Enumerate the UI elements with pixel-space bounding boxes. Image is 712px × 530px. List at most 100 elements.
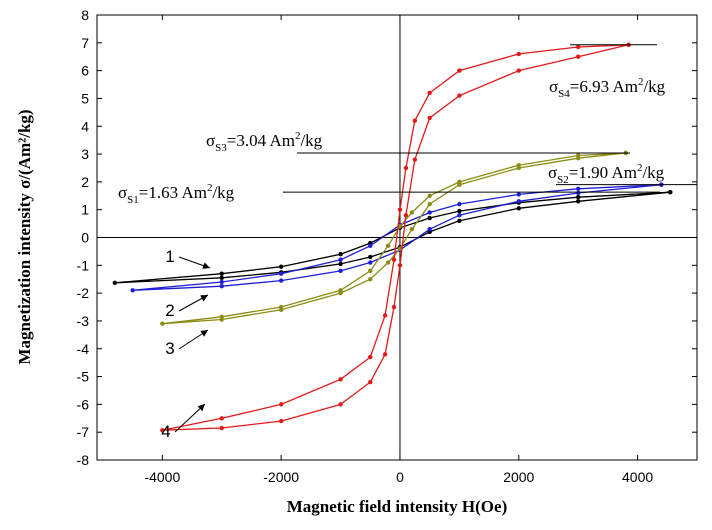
data-point	[112, 280, 118, 286]
annotation-part: S3	[215, 142, 227, 154]
data-point	[397, 246, 403, 251]
data-point	[427, 193, 432, 198]
data-point	[575, 54, 581, 59]
data-point	[427, 201, 432, 207]
annotation-part: 2	[207, 182, 213, 194]
annotation-part: 2	[295, 130, 301, 142]
data-point	[219, 317, 224, 322]
data-point	[457, 182, 462, 187]
data-point	[397, 224, 403, 229]
data-point	[457, 93, 462, 98]
data-point	[397, 207, 403, 212]
data-point	[457, 213, 462, 218]
data-point	[338, 251, 343, 257]
data-point	[368, 277, 373, 282]
data-point	[575, 186, 581, 192]
series-arrow	[178, 329, 209, 350]
data-point	[391, 257, 397, 262]
y-axis-label: Magnetization intensity σ/(Am²/kg)	[15, 109, 34, 364]
annotation-part: /kg	[643, 77, 665, 96]
data-point	[575, 156, 581, 161]
data-point	[382, 313, 388, 318]
series-arrow	[178, 294, 209, 312]
data-point	[412, 118, 418, 123]
data-point	[338, 257, 343, 262]
annotation-part: σ	[549, 77, 558, 96]
y-tick-label: -3	[77, 313, 90, 329]
data-point	[219, 275, 224, 281]
data-point	[278, 402, 284, 407]
y-tick-label: 3	[81, 146, 89, 162]
data-point	[427, 115, 432, 121]
x-tick-label: 2000	[503, 469, 534, 485]
series-label: 3	[165, 339, 174, 358]
y-tick-label: 8	[81, 7, 89, 23]
data-point	[427, 215, 432, 221]
annotation-part: 2	[638, 76, 644, 88]
data-point	[338, 290, 343, 296]
annotation-part: =1.90 Am	[569, 163, 637, 182]
data-point	[516, 206, 521, 211]
data-point	[338, 402, 343, 407]
y-tick-label: 6	[81, 63, 89, 79]
y-tick-label: -8	[77, 452, 90, 468]
y-tick-label: 2	[81, 174, 89, 190]
annotation-part: 2	[637, 162, 643, 174]
x-axis-label: Magnetic field intensity H(Oe)	[287, 497, 508, 516]
series-label: 1	[165, 247, 174, 266]
annotation-part: =3.04 Am	[227, 131, 295, 150]
data-point	[385, 243, 391, 249]
data-point	[403, 165, 409, 171]
data-point	[403, 213, 409, 218]
data-point	[219, 279, 224, 285]
annotation-part: /kg	[642, 163, 664, 182]
data-point	[219, 425, 224, 431]
y-tick-label: -7	[77, 424, 90, 440]
data-point	[427, 210, 432, 215]
data-point	[160, 428, 165, 433]
data-point	[160, 321, 165, 326]
data-point	[575, 199, 581, 204]
x-tick-label: -4000	[144, 469, 180, 485]
data-point	[409, 226, 415, 232]
data-point	[368, 354, 373, 360]
data-point	[409, 210, 415, 215]
data-point	[368, 260, 373, 265]
series-arrow	[178, 256, 211, 269]
data-point	[516, 192, 521, 197]
data-point	[516, 199, 521, 204]
data-point	[516, 51, 521, 57]
y-tick-label: -1	[77, 257, 90, 273]
data-point	[385, 260, 391, 265]
data-point	[457, 68, 462, 73]
data-point	[368, 254, 373, 260]
y-tick-label: -4	[77, 341, 90, 357]
data-point	[457, 218, 462, 224]
annotation-part: S4	[558, 88, 570, 100]
data-point	[382, 352, 388, 357]
data-point	[130, 288, 135, 293]
data-point	[427, 226, 432, 232]
data-point	[368, 379, 373, 385]
y-tick-label: 0	[81, 230, 89, 246]
data-point	[575, 190, 581, 196]
data-point	[391, 304, 397, 310]
data-point	[338, 377, 343, 382]
data-point	[412, 157, 418, 162]
y-tick-label: 7	[81, 35, 89, 51]
data-point	[278, 278, 284, 283]
data-point	[427, 90, 432, 96]
series-label: 2	[165, 301, 174, 320]
data-point	[338, 268, 343, 274]
data-point	[219, 416, 224, 421]
annotation-part: /kg	[212, 183, 234, 202]
data-point	[219, 283, 224, 289]
series-arrow	[174, 403, 206, 433]
annotation-part: σ	[206, 131, 215, 150]
annotation: σS4=6.93 Am2/kg	[549, 76, 666, 100]
data-point	[278, 271, 284, 276]
data-point	[368, 243, 373, 249]
y-tick-label: -2	[77, 285, 90, 301]
y-tick-label: 1	[81, 202, 89, 218]
